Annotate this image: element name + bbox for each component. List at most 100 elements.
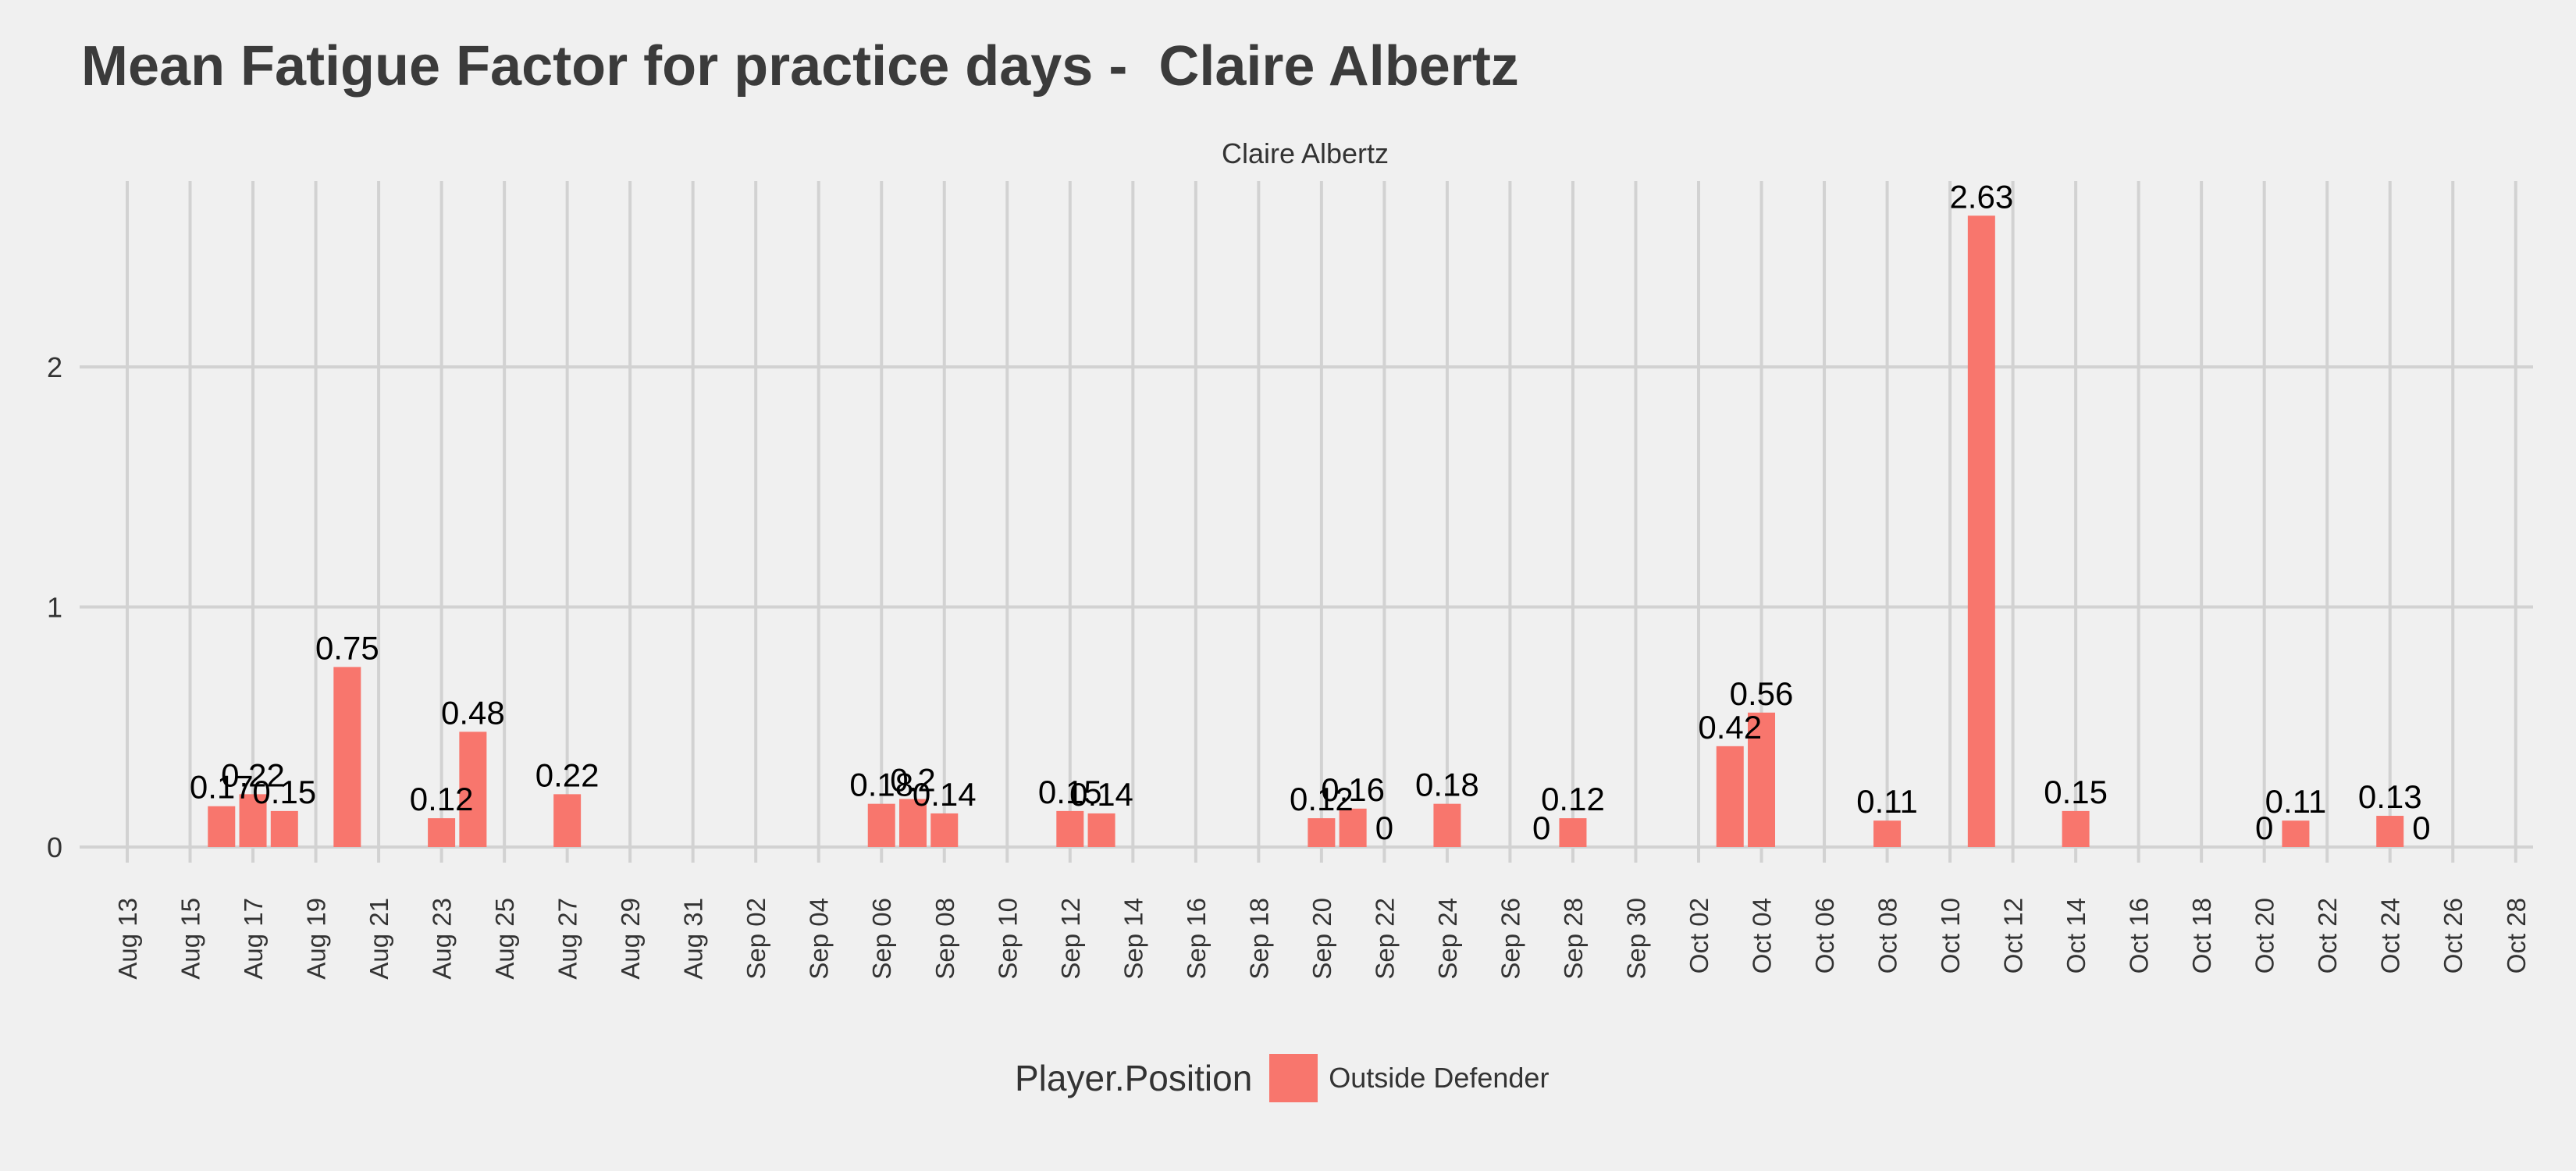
data-label: 0.75 (315, 629, 379, 666)
bar (270, 810, 298, 847)
x-tick-label: Aug 29 (616, 898, 645, 980)
x-tick-label: Oct 24 (2376, 898, 2405, 973)
x-tick-label: Sep 16 (1182, 898, 1211, 980)
data-label: 0.12 (1290, 781, 1354, 817)
bar (1873, 820, 1902, 847)
chart-title: Mean Fatigue Factor for practice days - … (81, 35, 1519, 98)
data-label: 0.16 (1321, 771, 1385, 808)
bar (1433, 803, 1461, 847)
x-tick-label: Sep 14 (1119, 898, 1147, 980)
y-tick-label: 2 (47, 351, 62, 383)
data-label: 0.17 (190, 769, 254, 806)
data-label: 0.12 (410, 781, 474, 817)
x-tick-label: Oct 22 (2313, 898, 2342, 973)
x-tick-label: Sep 04 (805, 898, 834, 980)
bar (1559, 818, 1587, 847)
y-tick-label: 0 (47, 831, 62, 863)
x-tick-label: Aug 17 (239, 898, 268, 980)
x-tick-label: Sep 22 (1370, 898, 1399, 980)
x-tick-label: Oct 28 (2502, 898, 2531, 973)
bar (930, 813, 959, 847)
bar (1748, 712, 1776, 847)
bar (1339, 808, 1367, 847)
x-axis-ticks: Aug 13 Aug 15 Aug 17 Aug 19 Aug 21 Aug 23 Aug … (113, 898, 2531, 980)
data-label: 0 (1375, 810, 1393, 846)
x-tick-label: Aug 25 (490, 898, 519, 980)
legend: Player.Position Outside Defender (1015, 1051, 1549, 1105)
data-label: 0.13 (2358, 778, 2422, 815)
bar (1716, 746, 1744, 847)
bar (2376, 816, 2404, 847)
data-label: 0.48 (441, 694, 505, 731)
x-tick-label: Sep 30 (1621, 898, 1650, 980)
y-tick-label: 1 (47, 592, 62, 624)
x-tick-label: Oct 02 (1685, 898, 1713, 973)
data-label: 0 (2255, 810, 2273, 846)
bar (208, 806, 236, 847)
bar (1308, 818, 1336, 847)
data-label: 0.22 (535, 756, 600, 793)
data-label: 0.15 (1038, 774, 1102, 810)
bar (428, 818, 456, 847)
x-tick-label: Aug 23 (428, 898, 457, 980)
legend-title: Player.Position (1015, 1058, 1253, 1098)
x-tick-label: Sep 08 (930, 898, 959, 980)
x-tick-label: Sep 24 (1433, 898, 1462, 980)
data-label: 0.42 (1698, 709, 1762, 746)
data-label: 0.11 (1856, 783, 1918, 820)
x-tick-label: Oct 12 (1999, 898, 2028, 973)
grid-layer (80, 181, 2533, 863)
x-tick-label: Sep 26 (1496, 898, 1525, 980)
x-tick-label: Aug 27 (553, 898, 582, 980)
bar (899, 799, 927, 847)
x-tick-label: Oct 06 (1810, 898, 1839, 973)
bar (333, 667, 361, 847)
data-label: 0 (1532, 810, 1550, 846)
data-label: 0.18 (849, 767, 913, 803)
bar (2282, 820, 2310, 847)
data-label: 0.15 (2044, 774, 2108, 810)
x-tick-label: Aug 15 (176, 898, 205, 980)
x-tick-label: Sep 18 (1244, 898, 1273, 980)
data-labels: 0.170.220.150.750.120.480.22 0.180.20.14 0… (190, 178, 2431, 846)
x-tick-label: Oct 10 (1936, 898, 1965, 973)
data-label: 0.22 (221, 756, 285, 793)
x-tick-label: Oct 04 (1748, 898, 1777, 973)
x-tick-label: Aug 19 (302, 898, 331, 980)
x-tick-label: Oct 14 (2062, 898, 2090, 973)
bar (1967, 215, 1995, 847)
data-label: 2.63 (1949, 178, 2013, 215)
legend-key-outside-defender (1269, 1054, 1318, 1102)
bar (2062, 810, 2090, 847)
x-tick-label: Oct 18 (2187, 898, 2216, 973)
x-tick-label: Sep 12 (1056, 898, 1085, 980)
x-tick-label: Sep 06 (867, 898, 896, 980)
x-tick-label: Oct 26 (2439, 898, 2467, 973)
x-tick-label: Aug 31 (679, 898, 708, 980)
x-tick-label: Aug 21 (365, 898, 393, 980)
data-label: 0.11 (2265, 783, 2327, 820)
bar (867, 803, 895, 847)
data-label: 0.15 (252, 774, 316, 810)
x-tick-label: Oct 16 (2125, 898, 2154, 973)
data-label: 0.2 (890, 762, 935, 799)
data-label: 0.12 (1541, 781, 1605, 817)
data-label: 0.56 (1730, 675, 1794, 712)
data-label: 0 (2412, 810, 2430, 846)
x-tick-label: Oct 20 (2250, 898, 2279, 973)
x-tick-label: Aug 13 (113, 898, 142, 980)
facet-label: Claire Albertz (1222, 137, 1389, 169)
data-label: 0.14 (913, 776, 977, 813)
data-label: 0.18 (1415, 767, 1479, 803)
x-tick-label: Sep 20 (1308, 898, 1336, 980)
bar (239, 794, 267, 847)
x-tick-label: Sep 28 (1559, 898, 1588, 980)
legend-label-outside-defender: Outside Defender (1329, 1062, 1550, 1094)
bar (459, 731, 487, 847)
x-tick-label: Sep 02 (742, 898, 770, 980)
bar (1087, 813, 1115, 847)
bar (1056, 810, 1084, 847)
bar (553, 794, 582, 847)
data-label: 0.14 (1069, 776, 1133, 813)
